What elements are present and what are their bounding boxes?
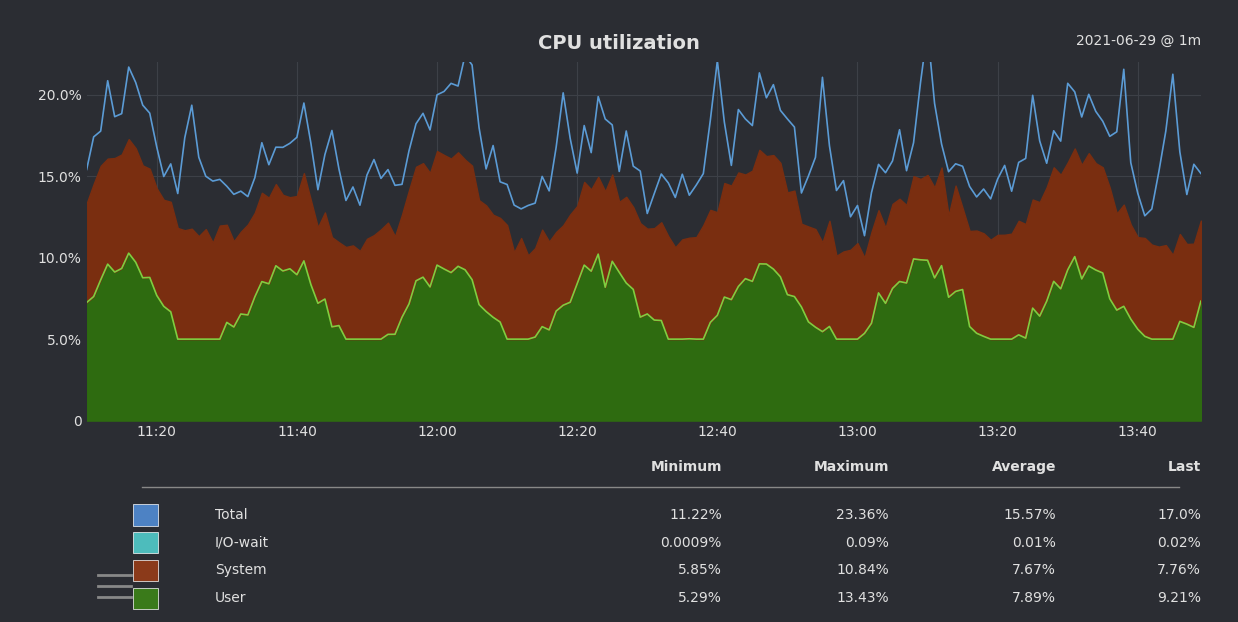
Text: 7.76%: 7.76% <box>1158 564 1201 577</box>
FancyBboxPatch shape <box>134 560 158 581</box>
Text: 5.29%: 5.29% <box>678 591 722 605</box>
Text: 0.0009%: 0.0009% <box>660 536 722 550</box>
Text: 0.09%: 0.09% <box>846 536 889 550</box>
Text: 9.21%: 9.21% <box>1156 591 1201 605</box>
Text: 13.43%: 13.43% <box>836 591 889 605</box>
Text: CPU utilization: CPU utilization <box>539 34 699 53</box>
Text: 2021-06-29 @ 1m: 2021-06-29 @ 1m <box>1076 34 1201 49</box>
Text: System: System <box>215 564 266 577</box>
Text: 17.0%: 17.0% <box>1158 508 1201 522</box>
Text: Average: Average <box>992 460 1056 474</box>
FancyBboxPatch shape <box>134 532 158 554</box>
Text: 23.36%: 23.36% <box>836 508 889 522</box>
Text: 0.01%: 0.01% <box>1013 536 1056 550</box>
FancyBboxPatch shape <box>134 504 158 526</box>
Text: User: User <box>215 591 246 605</box>
Text: 10.84%: 10.84% <box>836 564 889 577</box>
Text: Total: Total <box>215 508 248 522</box>
Text: Last: Last <box>1167 460 1201 474</box>
Text: Minimum: Minimum <box>650 460 722 474</box>
Text: 7.67%: 7.67% <box>1013 564 1056 577</box>
FancyBboxPatch shape <box>134 588 158 609</box>
Text: 5.85%: 5.85% <box>678 564 722 577</box>
Text: 7.89%: 7.89% <box>1011 591 1056 605</box>
Text: 15.57%: 15.57% <box>1003 508 1056 522</box>
Text: I/O-wait: I/O-wait <box>215 536 269 550</box>
Text: 0.02%: 0.02% <box>1158 536 1201 550</box>
Text: Maximum: Maximum <box>813 460 889 474</box>
Text: 11.22%: 11.22% <box>669 508 722 522</box>
